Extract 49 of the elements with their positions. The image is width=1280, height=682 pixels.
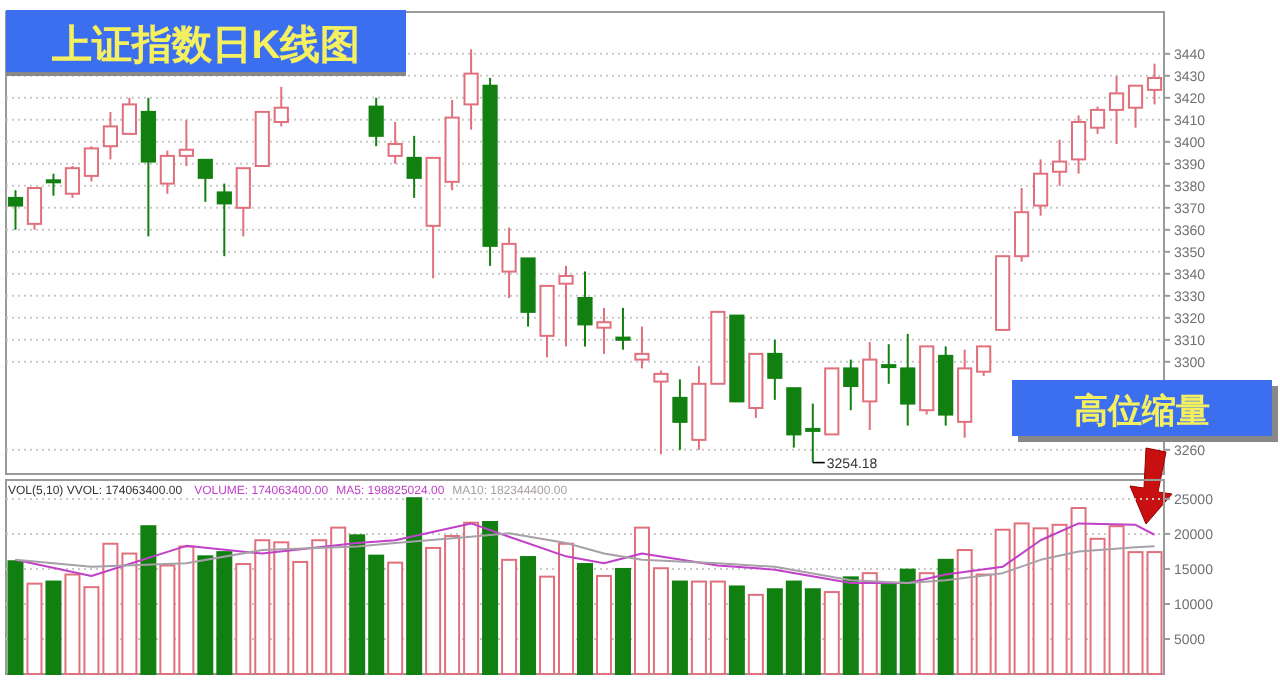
bar [26,582,43,675]
bar [501,558,518,675]
bar [482,521,499,675]
bar [671,580,688,675]
candlestick [938,345,954,427]
candlestick [501,226,517,299]
candlestick [957,348,973,439]
bar [728,585,745,675]
line-series [14,522,1156,584]
bar [861,572,878,675]
candlestick [1051,138,1068,187]
line-series [14,532,1156,584]
bar [45,580,62,675]
candlestick [767,338,783,401]
bar [577,563,593,675]
candlestick [140,96,156,238]
candlestick [482,77,498,267]
candlestick [862,341,878,431]
candlestick [463,48,479,131]
bar [406,497,423,675]
bar [595,574,612,675]
candlestick [178,118,194,167]
candlestick [1070,114,1087,175]
bar [614,567,631,675]
bar [140,525,157,675]
bar [387,561,404,675]
candlestick [805,402,821,464]
bar [520,556,537,675]
candlestick [102,110,119,161]
bar [842,576,859,675]
chart-title: 上证指数日K线图 [49,24,361,68]
annotation: 高位缩量 [1074,392,1210,430]
candlestick [596,306,612,355]
candlestick [672,378,688,451]
bar [7,560,24,675]
candlestick [1033,158,1049,217]
candlestick [406,134,422,199]
bar [823,591,840,675]
candlestick [615,306,631,351]
candlestick [577,270,593,348]
bar [918,572,935,675]
candlestick [900,332,916,427]
candlestick [7,189,24,231]
candlestick [558,264,574,348]
candlestick [881,343,897,385]
bar [937,558,954,675]
candlestick [1014,187,1030,263]
candlestick [1108,74,1125,145]
bar [747,593,764,675]
